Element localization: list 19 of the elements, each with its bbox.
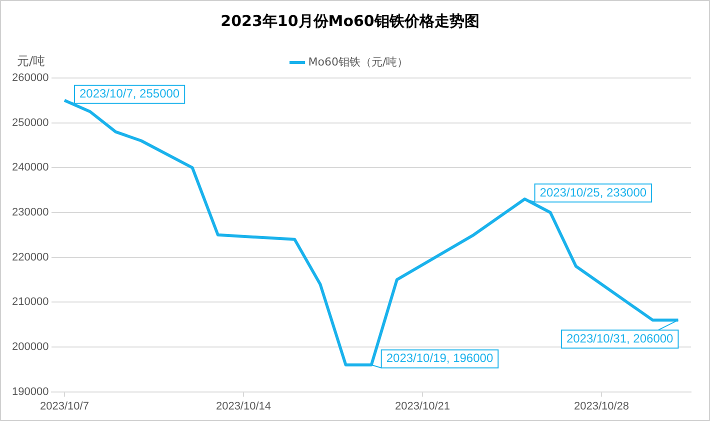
y-tick-label: 200000 [12,341,49,354]
annotation: 2023/10/31, 206000 [566,331,674,346]
y-tick-label: 260000 [12,72,49,84]
y-tick-label: 250000 [12,116,49,129]
y-tick-label: 210000 [12,296,49,308]
y-tick-label: 190000 [12,386,49,398]
x-tick-label: 2023/10/7 [40,400,89,412]
annotation: 2023/10/25, 233000 [540,185,647,200]
x-tick-label: 2023/10/21 [394,400,450,412]
y-tick-label: 240000 [12,162,49,174]
chart-title: 2023年10月份Mo60钼铁价格走势图 [220,12,480,30]
y-axis-title: 元/吨 [17,54,46,68]
annotation: 2023/10/19, 196000 [386,351,494,366]
x-tick-label: 2023/10/14 [216,400,272,412]
y-tick-label: 220000 [12,251,49,264]
annotation: 2023/10/7, 255000 [79,86,180,101]
y-tick-label: 230000 [12,206,49,219]
legend-label: Mo60钼铁（元/吨） [308,55,408,68]
x-tick-label: 2023/10/28 [574,400,630,412]
